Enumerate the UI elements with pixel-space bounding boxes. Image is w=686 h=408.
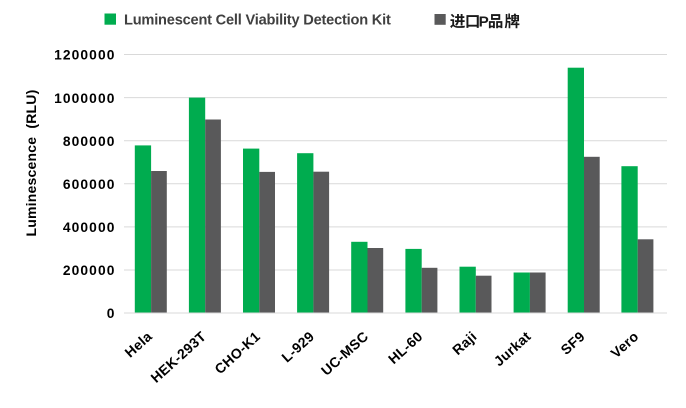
svg-text:1000000: 1000000 [54, 91, 115, 106]
svg-text:600000: 600000 [63, 177, 116, 192]
svg-text:400000: 400000 [63, 220, 116, 235]
svg-text:200000: 200000 [63, 263, 116, 278]
svg-text:Luminescence (RLU): Luminescence (RLU) [23, 90, 39, 237]
svg-text:1200000: 1200000 [54, 48, 115, 63]
svg-text:800000: 800000 [63, 134, 116, 149]
svg-text:0: 0 [107, 306, 116, 321]
svg-text:Luminescent Cell Viability Det: Luminescent Cell Viability Detection Kit [124, 12, 391, 28]
svg-text:P: P [479, 14, 489, 31]
